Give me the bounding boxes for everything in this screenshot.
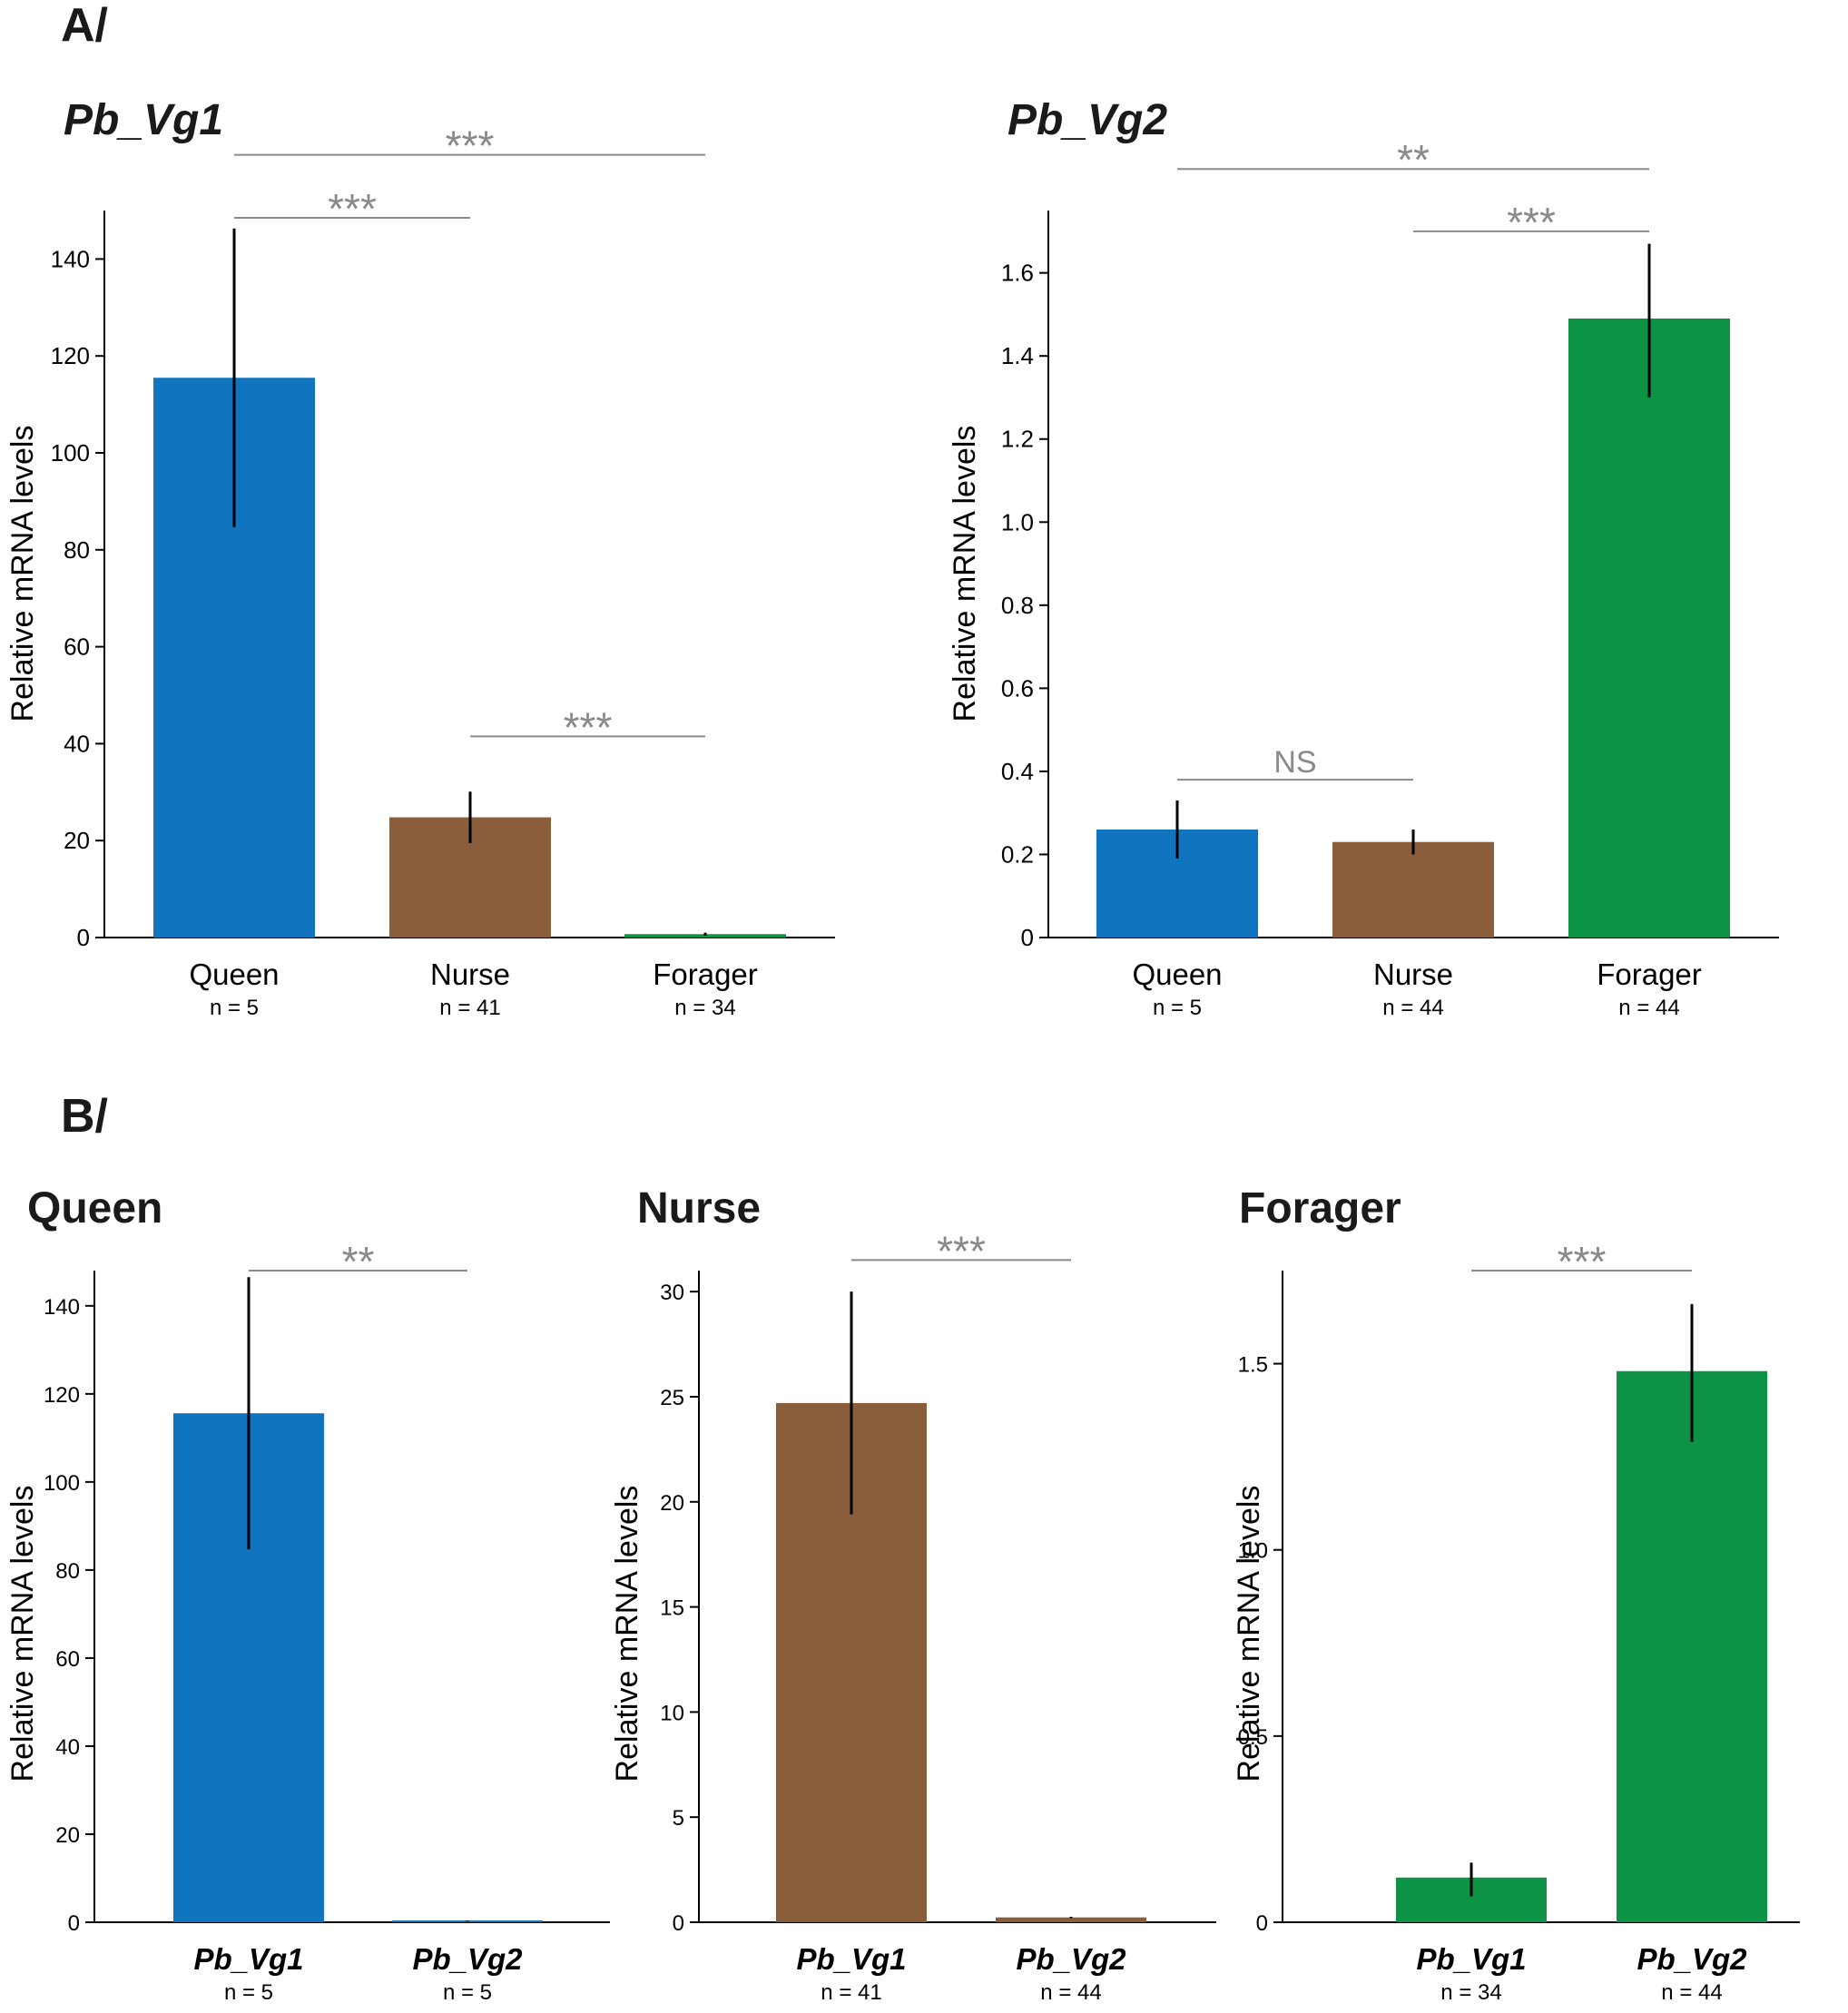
category-label: Pb_Vg1 [193,1942,303,1976]
n-label: n = 44 [1661,1980,1722,2005]
n-label: n = 34 [674,996,735,1020]
y-tick-label: 100 [44,1471,80,1496]
y-tick-label: 40 [55,1735,80,1760]
y-tick-label: 0.4 [1001,758,1034,785]
bar [1617,1371,1767,1922]
y-tick-label: 0 [68,1911,80,1936]
chart-title: Queen [27,1184,162,1232]
category-label: Pb_Vg2 [1637,1942,1747,1976]
chart-title: Nurse [637,1184,761,1232]
y-tick-label: 0 [1256,1911,1268,1936]
n-label: n = 41 [439,996,500,1020]
y-tick-label: 0.8 [1001,592,1034,619]
y-tick-label: 60 [55,1647,80,1672]
chart-b2-nurse: Nurse Relative mRNA levels 0 5 10 15 20 25 30 Pb_… [610,1184,1216,2005]
y-tick-label: 30 [660,1281,684,1305]
y-tick-label: 1.6 [1001,260,1034,287]
chart-title: Pb_Vg2 [1008,96,1167,144]
y-tick-label: 120 [44,1383,80,1408]
y-tick-label: 100 [51,439,90,466]
y-axis-label: Relative mRNA levels [610,1486,644,1782]
y-tick-label: 1.4 [1001,342,1034,369]
chart-title: Forager [1239,1184,1401,1232]
y-tick-label: 10 [660,1701,684,1725]
y-tick-label: 1.2 [1001,426,1034,453]
significance-label: *** [328,185,377,232]
category-label: Forager [1597,957,1702,991]
category-label: Pb_Vg1 [1416,1942,1526,1976]
n-label: n = 5 [224,1980,273,2005]
panel-label-b: B/ [61,1090,108,1143]
y-tick-label: 1.0 [1238,1539,1268,1564]
y-tick-label: 20 [64,827,90,854]
category-label: Forager [653,957,758,991]
y-tick-label: 20 [660,1491,684,1516]
bar [1332,842,1494,938]
y-tick-label: 80 [64,536,90,564]
y-tick-label: 1.0 [1001,508,1034,535]
y-tick-label: 0 [673,1911,684,1936]
n-label: n = 44 [1040,1980,1101,2005]
n-label: n = 5 [443,1980,492,2005]
y-tick-label: 0 [1021,924,1034,951]
significance-label: ** [342,1238,375,1285]
category-label: Queen [1132,957,1222,991]
significance-label: *** [446,123,495,170]
n-label: n = 41 [821,1980,881,2005]
chart-title: Pb_Vg1 [64,96,223,144]
y-tick-label: 60 [64,633,90,661]
y-tick-label: 1.5 [1238,1353,1268,1378]
significance-label: NS [1273,745,1316,780]
significance-label: ** [1397,136,1430,183]
y-tick-label: 120 [51,342,90,369]
n-label: n = 34 [1440,1980,1501,2005]
significance-label: *** [1558,1238,1607,1285]
y-tick-label: 0.5 [1238,1725,1268,1750]
n-label: n = 5 [210,996,259,1020]
n-label: n = 5 [1153,996,1202,1020]
panel-label-a: A/ [61,0,108,52]
y-tick-label: 5 [673,1806,684,1831]
category-label: Pb_Vg2 [412,1942,523,1976]
y-tick-label: 15 [660,1596,684,1621]
chart-a2-pb-vg2: Pb_Vg2 Relative mRNA levels 0 0.2 0.4 0.6 0.8 1… [948,96,1779,1020]
y-axis-label: Relative mRNA levels [948,426,982,722]
category-label: Pb_Vg1 [796,1942,906,1976]
bar [996,1918,1146,1922]
category-label: Queen [189,957,279,991]
category-label: Pb_Vg2 [1016,1942,1126,1976]
category-label: Nurse [430,957,510,991]
significance-label: *** [937,1227,986,1274]
significance-label: *** [1507,199,1556,246]
significance-label: *** [564,703,613,751]
y-axis-label: Relative mRNA levels [5,1486,40,1782]
y-tick-label: 0.6 [1001,674,1034,702]
n-label: n = 44 [1618,996,1679,1020]
y-axis-label: Relative mRNA levels [5,426,40,722]
y-tick-label: 140 [44,1295,80,1320]
y-tick-label: 140 [51,245,90,272]
n-label: n = 44 [1382,996,1443,1020]
chart-a1-pb-vg1: Pb_Vg1 Relative mRNA levels 0 20 40 60 80 100 12… [5,96,835,1020]
y-tick-label: 80 [55,1559,80,1584]
y-tick-label: 25 [660,1386,684,1410]
y-tick-label: 20 [55,1823,80,1848]
y-tick-label: 0.2 [1001,840,1034,868]
category-label: Nurse [1373,957,1453,991]
y-tick-label: 0 [77,924,90,951]
y-tick-label: 40 [64,730,90,757]
chart-b1-queen: Queen Relative mRNA levels 0 20 40 60 80 100 120… [5,1184,610,2005]
bar [1568,319,1730,938]
